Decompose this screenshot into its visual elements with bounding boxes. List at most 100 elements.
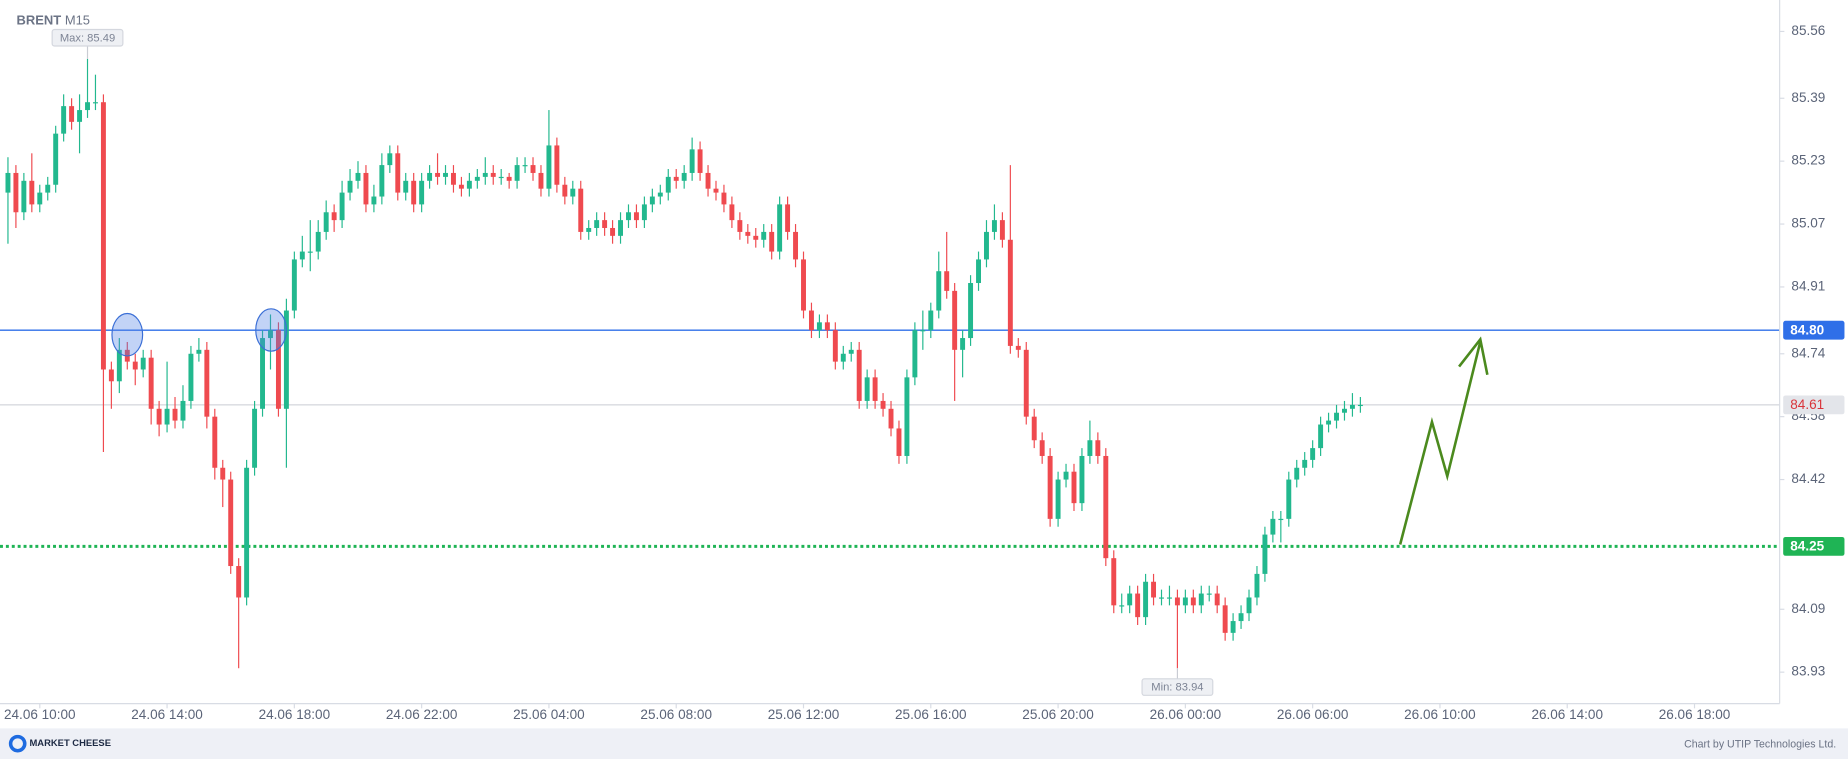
candle-body <box>1310 448 1316 460</box>
candle-body <box>291 259 297 311</box>
candle-body <box>1127 593 1133 606</box>
candle-body <box>769 231 775 252</box>
candle-body <box>856 349 862 401</box>
candle-body <box>824 322 830 331</box>
candle-body <box>411 180 417 205</box>
candle-body <box>1214 593 1220 606</box>
candle-body <box>482 172 488 177</box>
y-tick-label: 84.09 <box>1791 601 1825 616</box>
x-tick-label: 24.06 14:00 <box>131 707 203 722</box>
y-tick-label: 85.07 <box>1791 216 1825 231</box>
candle-body <box>697 149 703 173</box>
candle-body <box>307 251 313 253</box>
candle-body <box>1294 467 1300 480</box>
candle-body <box>1198 593 1204 606</box>
candle-body <box>299 251 305 260</box>
candle-body <box>538 172 544 189</box>
level-label-box <box>1783 320 1845 340</box>
candle-body <box>172 408 178 421</box>
candle-body <box>1278 518 1284 521</box>
candle-body <box>1071 471 1077 504</box>
candle-body <box>156 408 162 425</box>
candle-body <box>984 231 989 260</box>
candle-body <box>641 204 647 221</box>
candle-body <box>785 204 791 232</box>
candle-body <box>1007 239 1013 346</box>
footer-credit: Chart by UTIP Technologies Ltd. <box>1684 739 1836 751</box>
candle-body <box>148 357 154 409</box>
candle-body <box>689 149 695 173</box>
candle-body <box>745 231 751 236</box>
candle-body <box>1023 349 1029 417</box>
candle-body <box>944 271 950 291</box>
candle-body <box>562 184 568 197</box>
levels-layer <box>0 329 1780 548</box>
candles-layer <box>5 58 1363 669</box>
axes-layer: 85.5685.3985.2385.0784.9184.7484.5884.42… <box>4 23 1826 722</box>
candle-body <box>116 349 122 382</box>
candle-body <box>1326 420 1332 425</box>
candle-body <box>1087 440 1093 456</box>
candle-body <box>880 400 886 409</box>
candle-body <box>793 231 799 260</box>
candle-body <box>912 330 918 378</box>
candle-body <box>506 176 512 181</box>
candle-body <box>999 220 1005 240</box>
candle-body <box>848 349 854 354</box>
candle-body <box>395 153 401 193</box>
candle-body <box>1342 408 1347 413</box>
candle-body <box>713 188 719 193</box>
candle-body <box>872 377 878 401</box>
x-tick-label: 26.06 10:00 <box>1404 707 1476 722</box>
candle-body <box>474 176 480 181</box>
candle-body <box>832 330 838 362</box>
candle-body <box>991 220 997 232</box>
candle-body <box>419 180 425 205</box>
candle-body <box>140 357 146 370</box>
candle-body <box>498 176 504 179</box>
candle-body <box>904 377 910 456</box>
current-price-label: 84.61 <box>1790 397 1824 412</box>
max-label: Max: 85.49 <box>60 32 115 44</box>
candle-body <box>1286 479 1292 519</box>
candle-body <box>1039 440 1045 456</box>
candle-body <box>1357 404 1363 407</box>
candle-body <box>1031 416 1037 441</box>
candle-body <box>387 153 393 166</box>
candle-body <box>546 145 552 189</box>
logo-text: MARKET CHEESE <box>29 737 111 748</box>
min-label-box <box>1141 678 1214 696</box>
x-tick-label: 26.06 06:00 <box>1277 707 1349 722</box>
level-label: 84.80 <box>1790 322 1824 337</box>
candle-body <box>1151 581 1157 598</box>
candle-body <box>466 180 472 189</box>
candle-body <box>578 188 584 232</box>
min-label: Min: 83.94 <box>1151 682 1203 694</box>
candle-body <box>1159 597 1164 599</box>
candle-body <box>331 212 337 221</box>
candle-body <box>1222 605 1228 633</box>
forecast-arrow <box>1398 341 1482 545</box>
candle-body <box>371 196 377 205</box>
candle-body <box>323 212 329 232</box>
y-tick-label: 84.91 <box>1791 279 1825 294</box>
candle-body <box>275 330 281 409</box>
candle-body <box>681 172 687 181</box>
candle-body <box>737 220 743 232</box>
candle-body <box>1206 593 1212 595</box>
x-tick-label: 26.06 00:00 <box>1150 707 1222 722</box>
candle-body <box>283 310 289 409</box>
candle-body <box>1135 593 1141 618</box>
candle-body <box>132 361 138 370</box>
candle-body <box>1334 412 1339 421</box>
candle-body <box>729 204 735 221</box>
candle-body <box>100 102 106 370</box>
candle-body <box>1254 573 1260 598</box>
candle-body <box>443 172 448 177</box>
candle-body <box>204 349 210 417</box>
candle-body <box>976 259 981 284</box>
candle-body <box>673 176 679 181</box>
candle-body <box>21 180 27 213</box>
x-tick-label: 25.06 20:00 <box>1022 707 1094 722</box>
